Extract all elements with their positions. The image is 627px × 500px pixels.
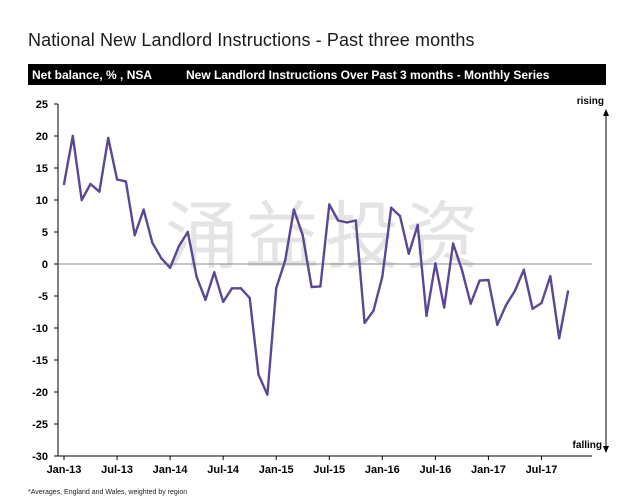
data-point [478,279,481,282]
data-point [451,242,455,245]
data-point [257,373,260,376]
data-point [407,252,411,255]
series-line [62,134,570,396]
y-tick-label: 20 [36,131,48,143]
x-tick-label: Jul-14 [207,464,240,476]
arrow-up-icon [603,109,609,116]
data-point [460,268,464,271]
footnote: *Averages, England and Wales, weighted b… [28,489,188,496]
data-point [98,190,101,193]
data-point [248,296,251,300]
data-point [204,298,207,302]
data-point [443,306,446,309]
data-point [557,337,561,340]
data-point [398,214,402,218]
data-point [177,244,181,248]
data-point [522,268,525,271]
data-point [549,274,552,278]
y-tick-label: -30 [32,451,48,463]
data-point [531,307,534,310]
annotation-rising: rising [577,96,604,107]
data-point [372,309,375,312]
arrow-down-icon [603,446,609,453]
data-point [354,219,357,222]
data-point [389,206,393,209]
data-point [283,259,287,262]
x-tick-label: Jul-13 [101,464,133,476]
y-tick-label: 15 [36,163,48,175]
data-point [230,287,234,290]
data-point [160,257,163,260]
y-tick-label: 25 [36,99,48,111]
x-tick-label: Jul-15 [313,464,345,476]
data-point [345,221,349,224]
data-point [195,275,198,278]
y-tick-label: 5 [42,227,48,239]
x-tick-label: Jul-17 [526,464,558,476]
data-point [62,182,66,186]
data-point [221,300,225,303]
y-tick-label: 0 [42,259,48,271]
chart-header-bar: Net balance, % , NSA New Landlord Instru… [28,64,606,85]
x-tick-label: Jan-14 [153,464,189,476]
y-tick-label: -20 [32,387,48,399]
data-point [319,285,322,288]
data-point [168,266,172,270]
data-point [239,287,243,290]
data-point [469,302,472,305]
x-tick-label: Jan-16 [365,464,400,476]
y-tick-label: -10 [32,323,48,335]
data-point [381,275,384,278]
data-point [71,134,75,138]
y-tick-label: -15 [32,355,48,367]
data-point [292,208,296,211]
data-point [107,136,110,140]
data-point [328,203,331,206]
data-point [89,182,92,186]
data-point [151,241,154,245]
data-point [416,223,419,227]
data-point [142,208,145,211]
x-tick-label: Jan-15 [259,464,294,476]
page-title: National New Landlord Instructions - Pas… [28,30,475,50]
data-point [363,321,366,325]
chart-header-unit-label: Net balance, % , NSA [32,68,153,82]
data-point [124,180,128,183]
data-point [434,262,437,265]
data-point [301,234,304,237]
data-point [513,289,517,293]
data-point [275,287,278,290]
data-point [540,301,543,305]
data-point [186,230,189,234]
chart-header-series-title: New Landlord Instructions Over Past 3 mo… [186,68,550,82]
y-tick-label: 10 [36,195,48,207]
data-point [80,198,83,202]
data-point [566,290,570,293]
data-point [487,278,490,282]
x-tick-label: Jan-17 [471,464,506,476]
x-tick-label: Jul-16 [419,464,451,476]
data-point [213,271,216,274]
data-point [496,323,499,326]
y-tick-label: -25 [32,419,48,431]
data-point [336,219,340,222]
x-tick-label: Jan-13 [47,464,82,476]
data-point [133,234,136,237]
data-point [115,178,119,181]
y-tick-label: -5 [38,291,48,303]
annotation-falling: falling [573,440,602,451]
data-point [425,314,428,318]
data-point [310,285,313,289]
data-point [266,393,269,396]
data-point [504,303,508,307]
